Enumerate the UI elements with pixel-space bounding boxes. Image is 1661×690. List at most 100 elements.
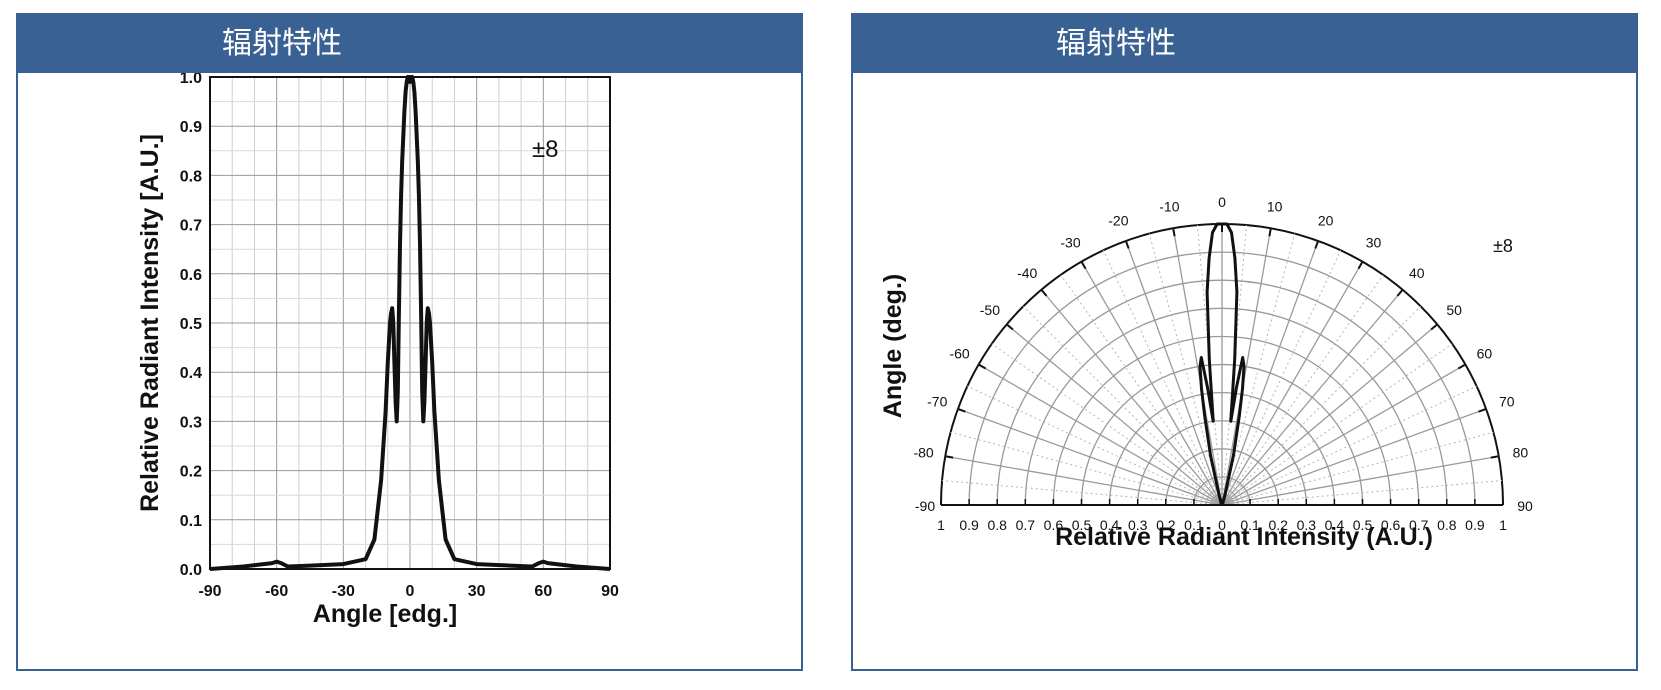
angle-tick-mark bbox=[1040, 289, 1048, 297]
radial-tick-label: 0.6 bbox=[1044, 517, 1064, 533]
radial-tick-label: 0.3 bbox=[1128, 517, 1148, 533]
angle-spoke bbox=[1221, 250, 1342, 506]
angle-tick-label: 90 bbox=[1517, 498, 1533, 514]
angle-spoke bbox=[950, 431, 1223, 506]
angle-tick-label: 40 bbox=[1409, 265, 1425, 281]
radial-tick-label: 0.5 bbox=[1353, 517, 1373, 533]
angle-spoke bbox=[945, 455, 1223, 506]
angle-spoke bbox=[967, 385, 1223, 506]
angle-tick-label: -90 bbox=[915, 498, 935, 514]
angle-tick-mark bbox=[1490, 455, 1499, 459]
y-tick-label: 0.2 bbox=[180, 464, 202, 481]
angle-spoke bbox=[1221, 274, 1384, 506]
panel-title: 辐射特性 bbox=[222, 26, 342, 61]
angle-tick-label: -60 bbox=[949, 346, 969, 362]
angle-tick-mark bbox=[945, 455, 954, 459]
plot-frame bbox=[209, 76, 611, 570]
annotation: ±8 bbox=[1493, 236, 1513, 256]
angle-spoke bbox=[1006, 323, 1223, 506]
angle-tick-label: -20 bbox=[1108, 212, 1128, 228]
angle-spoke bbox=[1221, 323, 1438, 506]
angle-spoke bbox=[1221, 343, 1453, 506]
angle-tick-mark bbox=[1314, 240, 1320, 249]
series-line bbox=[1198, 222, 1246, 506]
radial-tick-label: 0.9 bbox=[959, 517, 979, 533]
angle-tick-label: 0 bbox=[1218, 194, 1226, 210]
radial-tick-label: 0.7 bbox=[1016, 517, 1036, 533]
angle-tick-label: 10 bbox=[1267, 199, 1283, 215]
x-tick-label: 0 bbox=[406, 583, 415, 600]
y-tick-label: 0.0 bbox=[180, 562, 202, 579]
angle-spoke bbox=[1221, 240, 1319, 506]
radial-tick-label: 0 bbox=[1218, 517, 1226, 533]
angle-spoke bbox=[1221, 289, 1404, 506]
angle-spoke bbox=[1221, 261, 1364, 506]
angle-spoke bbox=[1221, 305, 1422, 506]
angle-spoke bbox=[978, 363, 1223, 506]
angle-tick-label: 70 bbox=[1499, 393, 1515, 409]
angle-tick-label: 20 bbox=[1318, 212, 1334, 228]
angle-tick-mark bbox=[957, 407, 966, 413]
angle-tick-mark bbox=[1357, 261, 1364, 270]
angle-spoke bbox=[1080, 261, 1223, 506]
cartesian-panel: 辐射特性 -90 -60 -30 0 30 60 90 0.0 0.1 0.2 0.3 0.4 0.5 0… bbox=[16, 13, 803, 671]
radial-tick-label: 0.2 bbox=[1156, 517, 1176, 533]
y-tick-label: 0.6 bbox=[180, 267, 202, 284]
angle-spoke bbox=[1148, 233, 1223, 506]
radial-tick-label: 0.9 bbox=[1465, 517, 1485, 533]
angle-spoke bbox=[957, 408, 1223, 506]
radial-tick-label: 0.5 bbox=[1072, 517, 1092, 533]
angle-spoke bbox=[1221, 431, 1494, 506]
y-tick-label: 0.5 bbox=[180, 316, 202, 333]
angle-spoke bbox=[1022, 305, 1223, 506]
angle-tick-mark bbox=[1080, 261, 1087, 270]
x-tick-label: -60 bbox=[265, 583, 288, 600]
x-tick-label: -30 bbox=[332, 583, 355, 600]
y-axis-title: Relative Radiant Intensity [A.U.] bbox=[136, 134, 164, 512]
x-tick-label: 60 bbox=[534, 583, 552, 600]
radial-tick-label: 1 bbox=[937, 517, 945, 533]
x-axis-title: Relative Radiant Intensity (A.U.) bbox=[1055, 523, 1433, 551]
angle-tick-label: -70 bbox=[927, 393, 947, 409]
angle-spoke bbox=[991, 343, 1223, 506]
angle-spoke bbox=[1060, 274, 1223, 506]
x-tick-label: 90 bbox=[601, 583, 619, 600]
y-tick-label: 0.3 bbox=[180, 414, 202, 431]
radial-tick-label: 0.8 bbox=[1437, 517, 1457, 533]
radial-tick-label: 0.1 bbox=[1184, 517, 1204, 533]
y-tick-label: 0.8 bbox=[180, 168, 202, 185]
y-tick-label: 0.7 bbox=[180, 218, 202, 235]
angle-tick-label: -30 bbox=[1060, 235, 1080, 251]
y-tick-label: 0.9 bbox=[180, 119, 202, 136]
angle-tick-label: -10 bbox=[1159, 199, 1179, 215]
angle-spoke bbox=[1221, 228, 1272, 506]
panel-header: 辐射特性 bbox=[853, 15, 1636, 73]
x-tick-label: -90 bbox=[198, 583, 221, 600]
panel-title: 辐射特性 bbox=[1056, 26, 1176, 61]
angle-tick-label: -80 bbox=[913, 444, 933, 460]
y-axis-title: Angle (deg.) bbox=[879, 274, 907, 418]
radial-tick-label: 0.6 bbox=[1381, 517, 1401, 533]
angle-spoke bbox=[942, 480, 1223, 506]
angle-spoke bbox=[1221, 363, 1466, 506]
angle-tick-label: 50 bbox=[1446, 302, 1462, 318]
angle-tick-label: 80 bbox=[1513, 444, 1529, 460]
angle-tick-label: 30 bbox=[1366, 235, 1382, 251]
angle-tick-mark bbox=[1268, 228, 1272, 237]
radial-tick-label: 0.2 bbox=[1268, 517, 1288, 533]
angle-tick-label: 60 bbox=[1477, 346, 1493, 362]
series-line bbox=[209, 75, 611, 571]
angle-tick-mark bbox=[1124, 240, 1130, 249]
y-tick-label: 0.4 bbox=[180, 365, 202, 382]
radial-tick-label: 0.8 bbox=[987, 517, 1007, 533]
cartesian-chart: -90 -60 -30 0 30 60 90 0.0 0.1 0.2 0.3 0.4 0.5 0.6 0.7… bbox=[136, 73, 619, 628]
x-axis-title: Angle [edg.] bbox=[313, 600, 457, 628]
radial-tick-label: 0.1 bbox=[1240, 517, 1260, 533]
angle-spoke bbox=[1221, 480, 1502, 506]
panel-header: 辐射特性 bbox=[18, 15, 801, 73]
radial-tick-label: 0.4 bbox=[1325, 517, 1345, 533]
angle-tick-mark bbox=[1396, 289, 1404, 297]
polar-chart: -90-80-70-60-50-40-30-20-10 0 102030405060… bbox=[879, 194, 1533, 551]
angle-spoke bbox=[1125, 240, 1223, 506]
angle-tick-label: -50 bbox=[980, 302, 1000, 318]
